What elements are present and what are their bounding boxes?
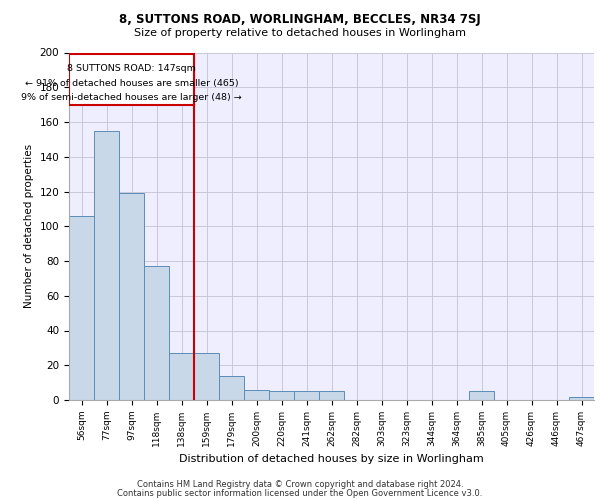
Bar [119,193,144,400]
Bar [569,396,594,400]
Text: Size of property relative to detached houses in Worlingham: Size of property relative to detached ho… [134,28,466,38]
Bar [294,392,319,400]
Bar [319,392,344,400]
Text: 8, SUTTONS ROAD, WORLINGHAM, BECCLES, NR34 7SJ: 8, SUTTONS ROAD, WORLINGHAM, BECCLES, NR… [119,12,481,26]
Y-axis label: Number of detached properties: Number of detached properties [24,144,34,308]
Text: 9% of semi-detached houses are larger (48) →: 9% of semi-detached houses are larger (4… [21,93,242,102]
Bar [194,353,219,400]
Bar [244,390,269,400]
Text: Contains public sector information licensed under the Open Government Licence v3: Contains public sector information licen… [118,488,482,498]
Bar [94,130,119,400]
Bar [69,216,94,400]
Bar [144,266,169,400]
Bar [269,392,294,400]
Text: ← 91% of detached houses are smaller (465): ← 91% of detached houses are smaller (46… [25,79,238,88]
Bar [69,54,194,104]
Bar [219,376,244,400]
X-axis label: Distribution of detached houses by size in Worlingham: Distribution of detached houses by size … [179,454,484,464]
Bar [469,392,494,400]
Bar [169,353,194,400]
Text: Contains HM Land Registry data © Crown copyright and database right 2024.: Contains HM Land Registry data © Crown c… [137,480,463,489]
Text: 8 SUTTONS ROAD: 147sqm: 8 SUTTONS ROAD: 147sqm [67,64,196,73]
